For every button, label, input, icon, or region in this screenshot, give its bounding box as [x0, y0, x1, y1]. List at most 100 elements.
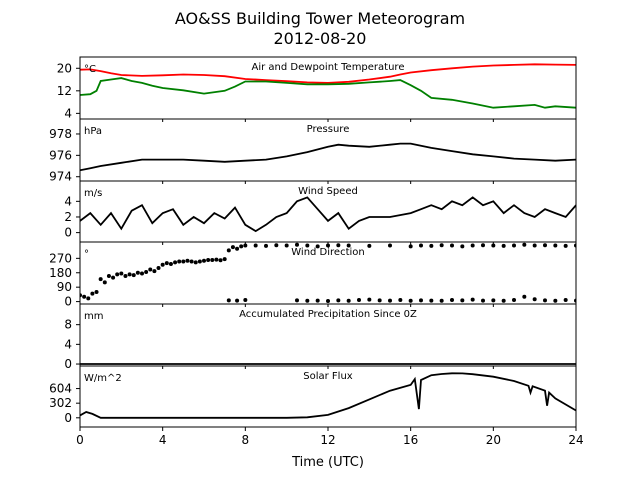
series-point-wind_direction-96: [532, 297, 537, 302]
series-point-wind_direction-38: [235, 246, 240, 251]
y-tick-label-3-0: 0: [64, 295, 72, 309]
y-tick-label-0-0: 4: [64, 106, 72, 120]
series-line-pressure: [80, 142, 576, 172]
series-point-wind_direction-39: [239, 244, 244, 249]
series-point-wind_direction-28: [193, 260, 198, 265]
series-point-wind_direction-67: [388, 243, 392, 248]
series-point-wind_direction-30: [202, 258, 206, 263]
series-point-wind_direction-71: [439, 243, 444, 248]
series-point-wind_direction-34: [218, 258, 223, 263]
panel-title-1: Pressure: [307, 124, 350, 135]
x-tick-label-5: 20: [486, 433, 501, 447]
y-tick-label-3-2: 180: [49, 266, 72, 280]
series-point-wind_direction-77: [501, 243, 506, 248]
series-point-wind_direction-41: [253, 243, 258, 248]
x-tick-label-0: 0: [76, 433, 84, 447]
series-point-wind_direction-44: [284, 243, 289, 248]
series-point-wind_direction-90: [470, 297, 475, 302]
series-point-wind_direction-1: [82, 294, 87, 299]
x-tick-label-4: 16: [403, 433, 418, 447]
series-line-wind_speed: [80, 196, 576, 233]
series-point-wind_direction-80: [532, 243, 537, 248]
series-point-wind_direction-48: [326, 243, 330, 248]
series-line-dewpoint: [80, 77, 576, 109]
series-point-wind_direction-78: [512, 243, 516, 248]
series-point-wind_direction-5: [98, 277, 103, 282]
x-tick-label-1: 4: [159, 433, 167, 447]
series-point-wind_direction-15: [140, 271, 144, 276]
series-point-wind_direction-49: [336, 243, 341, 248]
x-tick-label-6: 24: [568, 433, 583, 447]
series-point-wind_direction-42: [264, 243, 268, 248]
panel-1: 974 976 978 hPa Pressure: [49, 118, 577, 184]
series-point-wind_direction-13: [131, 273, 136, 278]
panel-unit-5: W/m^2: [84, 373, 122, 384]
panel-unit-0: °C: [84, 64, 96, 75]
series-point-wind_direction-50: [226, 298, 231, 303]
y-tick-label-4-1: 4: [64, 337, 72, 351]
series-point-wind_direction-7: [106, 273, 111, 278]
series-point-wind_direction-94: [512, 297, 516, 302]
series-point-wind_direction-2: [86, 296, 91, 301]
series-point-wind_direction-37: [230, 245, 235, 250]
series-point-wind_direction-20: [160, 262, 165, 267]
x-tick-label-3: 12: [320, 433, 335, 447]
series-point-wind_direction-33: [214, 257, 219, 262]
series-point-wind_direction-40: [243, 243, 248, 248]
series-point-wind_direction-57: [336, 298, 341, 303]
series-point-wind_direction-21: [164, 261, 169, 266]
series-point-wind_direction-18: [152, 269, 157, 274]
series-line-air: [80, 63, 576, 84]
y-tick-label-0-2: 20: [57, 61, 72, 75]
y-tick-label-1-1: 976: [49, 148, 72, 162]
y-tick-label-2-1: 2: [64, 210, 72, 224]
series-point-wind_direction-64: [408, 298, 413, 303]
series-point-wind_direction-53: [295, 298, 299, 303]
series-point-wind_direction-58: [346, 298, 351, 303]
y-tick-label-1-2: 978: [49, 127, 72, 141]
y-tick-label-1-0: 974: [49, 170, 72, 184]
series-point-wind_direction-36: [226, 248, 231, 253]
series-point-wind_direction-12: [127, 272, 132, 277]
series-point-wind_direction-62: [388, 298, 392, 303]
panel-unit-2: m/s: [84, 188, 102, 199]
panel-unit-1: hPa: [84, 126, 102, 137]
y-tick-label-2-0: 0: [64, 226, 72, 240]
series-point-wind_direction-65: [346, 243, 351, 248]
series-point-wind_direction-91: [481, 298, 485, 303]
series-point-wind_direction-8: [111, 275, 116, 280]
series-point-wind_direction-6: [102, 280, 107, 285]
series-point-wind_direction-32: [210, 257, 215, 262]
panel-title-4: Accumulated Precipitation Since 0Z: [239, 309, 417, 320]
series-point-wind_direction-74: [470, 243, 475, 248]
figure-date: 2012-08-20: [274, 29, 367, 48]
panel-unit-3: °: [84, 249, 89, 260]
series-point-wind_direction-43: [274, 243, 279, 248]
series-point-wind_direction-79: [522, 242, 527, 247]
series-point-wind_direction-16: [144, 269, 149, 274]
series-point-wind_direction-76: [491, 243, 496, 248]
series-point-wind_direction-95: [522, 294, 527, 299]
series-point-wind_direction-89: [460, 298, 465, 303]
series-point-wind_direction-46: [305, 243, 310, 248]
series-point-wind_direction-9: [115, 272, 120, 277]
y-tick-label-3-3: 270: [49, 251, 72, 265]
series-point-wind_direction-3: [90, 291, 95, 296]
series-point-wind_direction-85: [419, 298, 423, 303]
y-tick-label-5-1: 302: [49, 396, 72, 410]
series-point-wind_direction-73: [460, 244, 465, 249]
series-point-wind_direction-70: [429, 243, 434, 248]
panel-title-3: Wind Direction: [291, 247, 365, 258]
series-wind_direction: [80, 242, 576, 303]
series-point-wind_direction-26: [185, 258, 190, 263]
series-point-wind_direction-35: [222, 257, 227, 262]
series-point-wind_direction-72: [450, 243, 454, 248]
y-tick-label-2-2: 4: [64, 194, 72, 208]
series-point-wind_direction-19: [156, 265, 161, 270]
series-point-wind_direction-52: [243, 297, 248, 302]
series-point-wind_direction-66: [367, 243, 372, 248]
series-point-wind_direction-61: [377, 298, 382, 303]
